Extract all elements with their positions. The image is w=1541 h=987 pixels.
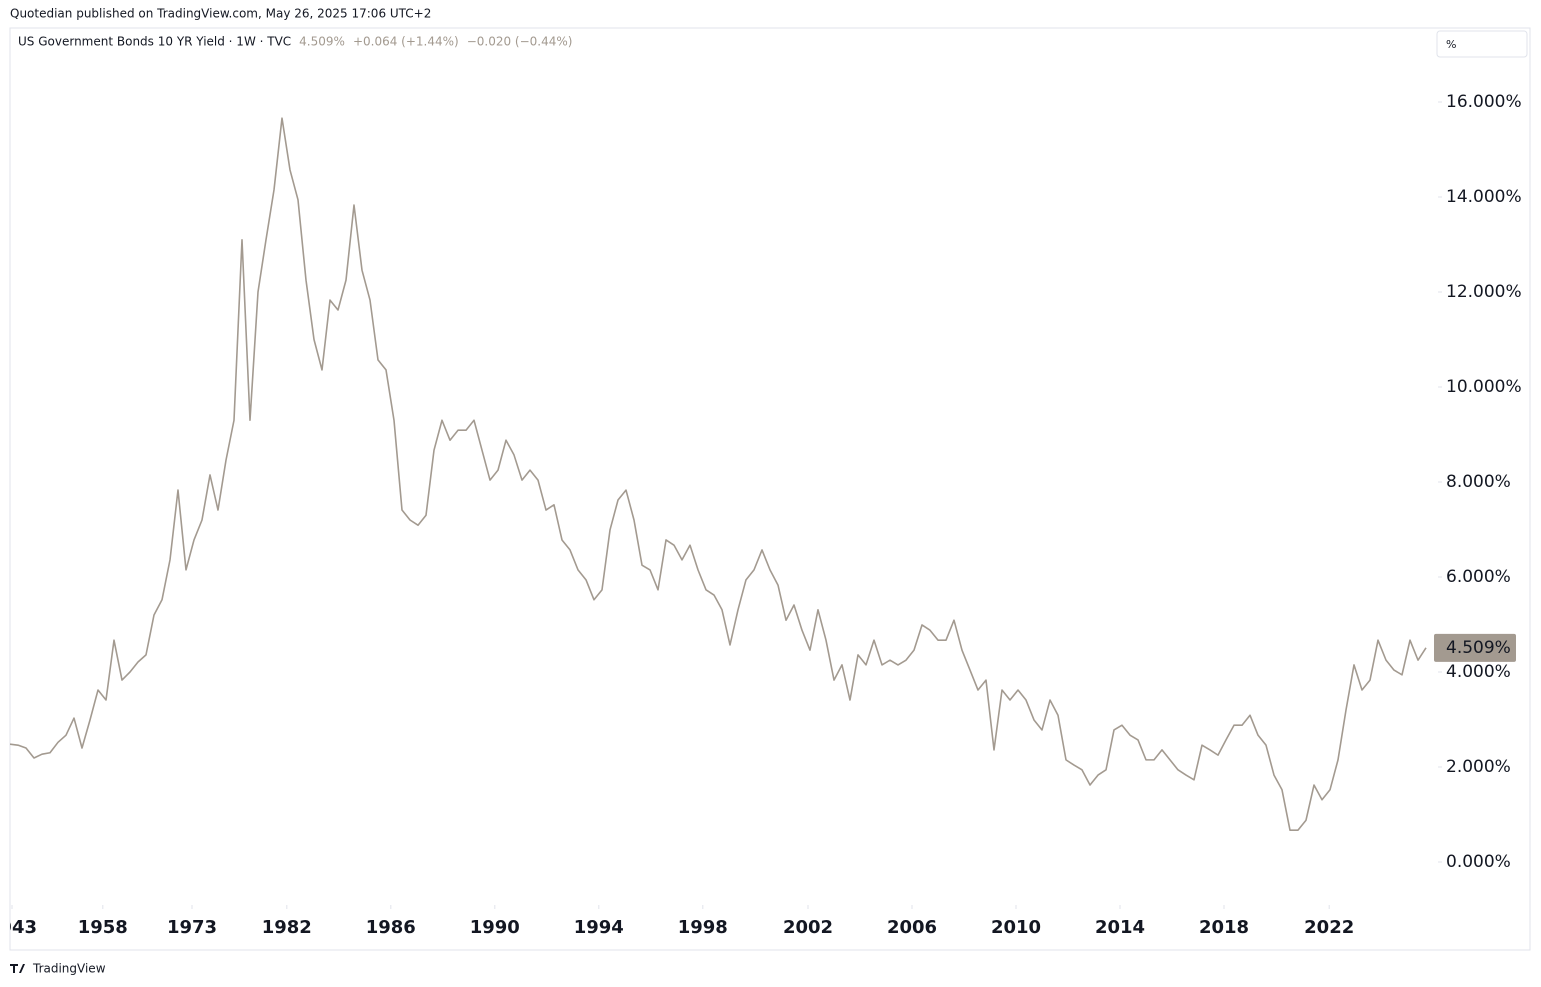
y-tick-label: 4.000% [1446, 662, 1511, 682]
y-tick-label: 16.000% [1446, 92, 1522, 112]
y-tick-label: 8.000% [1446, 472, 1511, 492]
x-tick-label: 1998 [678, 917, 728, 938]
x-tick-label: 2006 [887, 917, 937, 938]
y-tick-label: 0.000% [1446, 852, 1511, 872]
scale-unit-box[interactable] [1436, 30, 1528, 58]
x-tick-label: 1943 [0, 917, 37, 938]
x-tick-label: 1958 [78, 917, 128, 938]
y-tick-label: 14.000% [1446, 187, 1522, 207]
footer-logo [10, 964, 25, 973]
x-tick-label: 2018 [1199, 917, 1249, 938]
series-line [10, 117, 1427, 831]
x-tick-label: 2022 [1304, 917, 1354, 938]
footer: TradingView [32, 962, 106, 976]
last-value-label: 4.509% [1446, 638, 1511, 658]
y-tick-label: 6.000% [1446, 567, 1511, 587]
x-tick-label: 1990 [470, 917, 520, 938]
legend-last: 4.509% [299, 35, 345, 49]
plot-area: 1943 1958 1973 1982 1986 1990 1994 1998 2002 2006… [0, 117, 1427, 938]
x-tick-label: 2002 [783, 917, 833, 938]
y-tick-label: 10.000% [1446, 377, 1522, 397]
y-tick-label: 12.000% [1446, 282, 1522, 302]
legend-change: +0.064 (+1.44%) [353, 35, 459, 49]
legend-title: US Government Bonds 10 YR Yield · 1W · T… [18, 35, 291, 49]
legend-change: −0.020 (−0.44%) [467, 35, 573, 49]
x-tick-label: 2014 [1095, 917, 1145, 938]
scale-unit[interactable]: % [1446, 38, 1456, 51]
x-tick-label: 1973 [167, 917, 217, 938]
chart-frame [9, 27, 1531, 951]
x-tick-label: 1982 [262, 917, 312, 938]
y-tick-label: 2.000% [1446, 757, 1511, 777]
x-tick-label: 1986 [366, 917, 416, 938]
x-tick-label: 2010 [991, 917, 1041, 938]
last-value-box [1434, 633, 1516, 662]
header: Quotedian published on TradingView.com, … [10, 7, 431, 21]
x-tick-label: 1994 [574, 917, 624, 938]
